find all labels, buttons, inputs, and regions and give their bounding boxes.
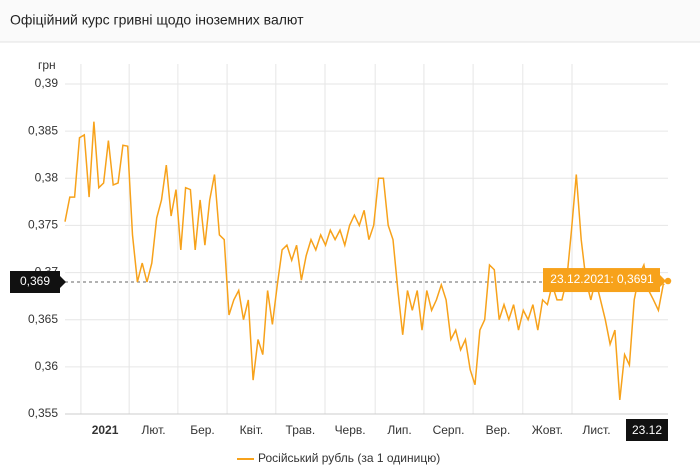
crosshair-label-bg [10, 271, 60, 293]
legend-label: Російський рубль (за 1 одиницю) [258, 451, 440, 465]
x-tick-label: Бер. [190, 423, 215, 437]
tooltip: 23.12.2021: 0,3691 [550, 272, 654, 286]
x-marker-bg [626, 419, 668, 441]
x-tick-label: Лют. [141, 423, 165, 437]
x-tick-label: Лист. [582, 423, 610, 437]
x-tick-label: Квіт. [240, 423, 264, 437]
y-tick-label: 0,39 [35, 76, 59, 90]
y-tick-label: 0,355 [28, 406, 58, 420]
crosshair-label: 0,369 [20, 274, 50, 288]
x-tick-label: Трав. [286, 423, 316, 437]
crosshair-label-arrow [60, 276, 66, 288]
tooltip-arrow [660, 275, 666, 288]
y-tick-label: 0,365 [28, 312, 58, 326]
chart-title: Офіційний курс гривні щодо іноземних вал… [10, 12, 304, 28]
y-tick-label: 0,38 [35, 170, 59, 184]
x-tick-label: Жовт. [532, 423, 563, 437]
y-tick-label: 0,385 [28, 123, 58, 137]
series-line [64, 121, 669, 400]
tooltip-bg [543, 268, 660, 293]
x-tick-label: Черв. [335, 423, 366, 437]
x-tick-label: Лип. [387, 423, 411, 437]
y-tick-label: 0,375 [28, 218, 58, 232]
x-tick-label: 2021 [92, 423, 119, 437]
header-bg [0, 0, 700, 42]
x-marker-label: 23.12 [632, 423, 662, 437]
y-axis-label: грн [38, 58, 56, 72]
x-tick-label: Серп. [433, 423, 465, 437]
y-tick-label: 0,36 [35, 359, 59, 373]
x-tick-label: Вер. [486, 423, 511, 437]
